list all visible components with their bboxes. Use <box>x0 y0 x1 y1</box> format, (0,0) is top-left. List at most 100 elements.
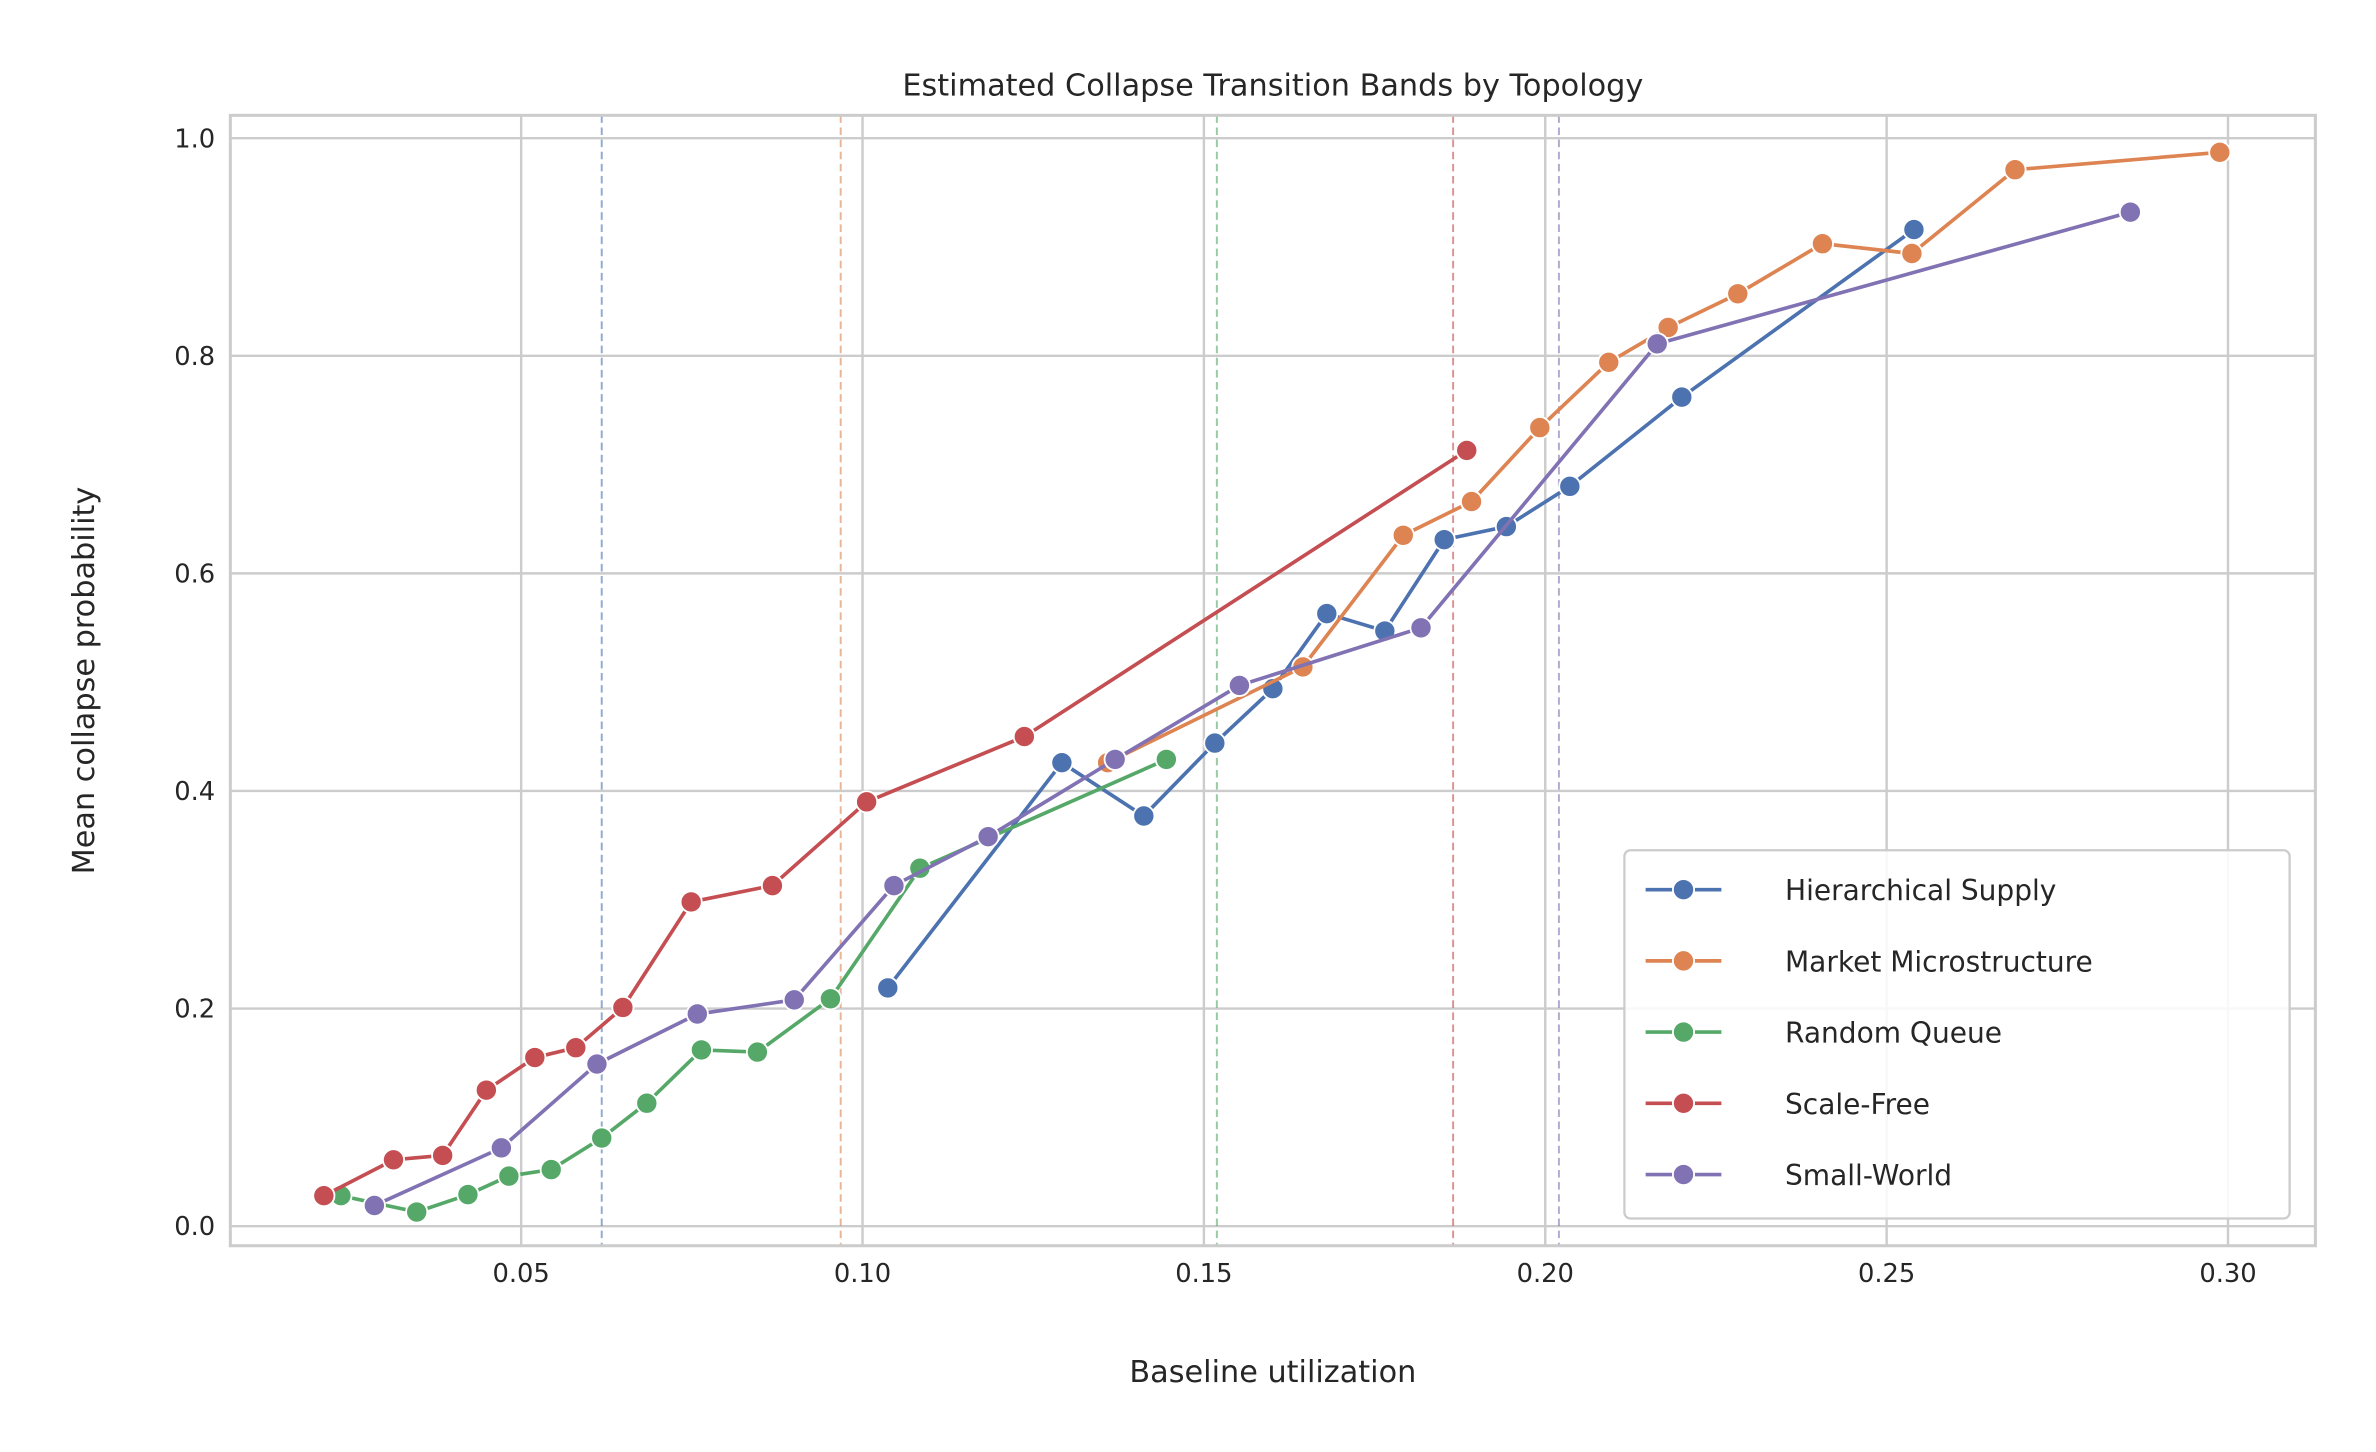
series-hierarchical-supply <box>876 218 1926 1000</box>
grid <box>230 115 2316 1246</box>
data-point <box>1597 350 1621 374</box>
data-point <box>635 1091 659 1115</box>
series-line <box>373 210 2131 1208</box>
data-point <box>523 1046 547 1070</box>
y-tick-label: 0.2 <box>174 995 215 1025</box>
legend-item: Small-World <box>1645 1159 1952 1192</box>
data-point <box>381 1148 406 1172</box>
data-point <box>685 1002 709 1026</box>
legend-item: Random Queue <box>1645 1017 2002 1050</box>
ticks: 0.05 0.10 0.15 0.20 0.25 0.30 0.0 0.2 0.4 0.6 0.8 1… <box>174 124 2256 1289</box>
data-point <box>1656 315 1680 340</box>
y-tick-label: 1.0 <box>174 124 215 154</box>
series-small-world <box>362 200 2142 1218</box>
x-tick-label: 0.25 <box>1858 1259 1915 1289</box>
data-point <box>497 1164 521 1188</box>
data-point <box>1409 616 1433 640</box>
chart-title: Estimated Collapse Transition Bands by T… <box>902 69 1643 104</box>
data-point <box>1203 731 1227 755</box>
data-point <box>745 1040 769 1064</box>
data-point <box>585 1052 609 1076</box>
data-point <box>431 1143 455 1167</box>
data-point <box>1558 474 1582 498</box>
data-point <box>1154 747 1178 771</box>
data-point <box>1726 282 1750 306</box>
y-tick-label: 0.8 <box>174 342 215 372</box>
legend-label: Small-World <box>1785 1159 1952 1192</box>
data-point <box>1315 602 1339 626</box>
data-point <box>1050 751 1074 775</box>
data-point <box>1103 747 1127 771</box>
legend: Hierarchical Supply Market Microstructure… <box>1623 849 2291 1220</box>
x-axis-label: Baseline utilization <box>1129 1355 1416 1390</box>
data-point <box>1528 416 1552 440</box>
data-point <box>1391 523 1415 547</box>
y-axis-label: Mean collapse probability <box>67 487 102 875</box>
data-point <box>855 790 879 814</box>
y-tick-label: 0.6 <box>174 559 215 589</box>
legend-item: Hierarchical Supply <box>1645 874 2056 907</box>
series-line <box>886 228 1916 989</box>
data-point <box>2118 200 2142 224</box>
data-point <box>611 995 635 1019</box>
data-point <box>312 1184 336 1208</box>
axes-frame <box>228 113 2317 1248</box>
data-point <box>1012 725 1036 749</box>
series-scale-free <box>312 438 1479 1208</box>
data-point <box>1460 490 1484 514</box>
data-point <box>405 1200 429 1224</box>
series-line <box>1106 150 2220 765</box>
series-market-microstructure <box>1096 140 2232 775</box>
legend-label: Market Microstructure <box>1785 945 2093 978</box>
data-point <box>976 825 1000 849</box>
data-point <box>782 988 806 1012</box>
data-point <box>689 1038 713 1062</box>
data-point <box>1455 438 1479 462</box>
x-tick-label: 0.05 <box>492 1259 549 1289</box>
x-tick-label: 0.20 <box>1517 1259 1574 1289</box>
y-tick-label: 0.0 <box>174 1212 215 1242</box>
series-group <box>312 140 2232 1224</box>
data-point <box>882 874 906 898</box>
data-point <box>1670 385 1694 409</box>
legend-item: Scale-Free <box>1645 1088 1930 1121</box>
x-tick-label: 0.10 <box>834 1259 891 1289</box>
data-point <box>2208 140 2232 164</box>
data-point <box>590 1126 614 1150</box>
data-point <box>1902 218 1926 242</box>
data-point <box>489 1136 513 1160</box>
data-point <box>362 1193 386 1218</box>
x-tick-label: 0.15 <box>1175 1259 1232 1289</box>
legend-box <box>1623 849 2291 1220</box>
y-tick-label: 0.4 <box>174 777 215 807</box>
legend-label: Random Queue <box>1785 1017 2002 1050</box>
data-point <box>818 987 842 1011</box>
legend-marker <box>1671 1091 1696 1115</box>
series-random-queue <box>329 747 1178 1224</box>
legend-label: Hierarchical Supply <box>1785 874 2056 907</box>
legend-marker <box>1671 878 1696 902</box>
data-point <box>1900 241 1924 266</box>
data-point <box>2003 158 2027 182</box>
threshold-lines <box>600 115 1560 1246</box>
data-point <box>474 1078 498 1102</box>
data-point <box>760 874 784 898</box>
legend-marker <box>1671 949 1696 973</box>
data-point <box>679 890 703 914</box>
data-point <box>1432 528 1456 552</box>
data-point <box>1645 332 1669 356</box>
data-point <box>1227 673 1251 697</box>
data-point <box>539 1158 563 1182</box>
x-tick-label: 0.30 <box>2199 1259 2256 1289</box>
data-point <box>564 1036 588 1060</box>
data-point <box>1810 232 1834 256</box>
legend-label: Scale-Free <box>1785 1088 1930 1121</box>
legend-marker <box>1671 1020 1696 1044</box>
legend-marker <box>1671 1163 1696 1187</box>
legend-item: Market Microstructure <box>1645 945 2093 978</box>
data-point <box>1132 804 1156 828</box>
data-point <box>456 1183 480 1207</box>
data-point <box>876 976 900 1000</box>
